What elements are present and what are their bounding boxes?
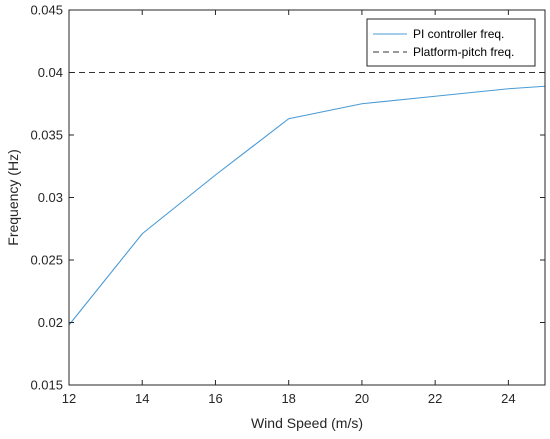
x-tick-label: 12	[62, 391, 76, 406]
legend-box	[366, 18, 536, 67]
y-axis-label: Frequency (Hz)	[5, 149, 21, 245]
y-tick-label: 0.025	[30, 253, 63, 268]
x-tick-label: 16	[208, 391, 222, 406]
y-tick-label: 0.02	[38, 315, 63, 330]
plot-frame	[68, 9, 546, 386]
series-layer	[68, 71, 546, 326]
tick-layer: 12 14 16 18 20 22 24 0.015 0.02 0.025 0.03 0.035 0.0…	[30, 3, 545, 406]
y-tick-label: 0.035	[30, 128, 63, 143]
y-tick-label: 0.015	[30, 378, 63, 393]
y-tick-label: 0.045	[30, 3, 63, 18]
y-tick-label: 0.04	[38, 65, 63, 80]
x-tick-label: 18	[281, 391, 295, 406]
legend: PI controller freq. Platform-pitch freq.	[366, 18, 536, 67]
x-tick-label: 14	[135, 391, 149, 406]
x-tick-label: 22	[428, 391, 442, 406]
x-tick-label: 24	[501, 391, 515, 406]
plot-background	[69, 10, 545, 385]
legend-label-platform-pitch: Platform-pitch freq.	[413, 45, 514, 59]
x-tick-label: 20	[355, 391, 369, 406]
x-axis-label: Wind Speed (m/s)	[251, 415, 363, 431]
legend-label-pi-controller: PI controller freq.	[413, 27, 504, 41]
series-line-0	[68, 85, 546, 326]
y-tick-label: 0.03	[38, 190, 63, 205]
